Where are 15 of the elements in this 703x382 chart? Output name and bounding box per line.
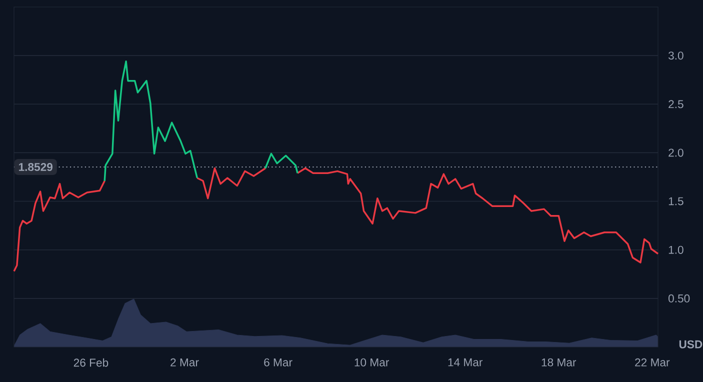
x-tick-label: 14 Mar [448,358,483,366]
x-tick-label: 22 Mar [635,358,670,366]
y-tick-label: 2.5 [668,100,684,108]
y-tick-label: 1.5 [668,197,684,206]
x-tick-label: 10 Mar [354,358,389,366]
y-tick-label: 2.0 [668,148,684,157]
y-tick-label: 0.50 [668,294,690,302]
y-tick-label: 1.0 [668,246,684,254]
y-axis-title: USD [679,340,702,348]
x-tick-label: 6 Mar [264,358,292,366]
x-tick-label: 18 Mar [542,358,576,366]
ref-line-label: 1.8529 [18,163,52,172]
x-tick-label: 26 Feb [74,358,108,367]
y-tick-label: 3.0 [668,52,684,60]
x-tick-label: 2 Mar [170,358,199,366]
